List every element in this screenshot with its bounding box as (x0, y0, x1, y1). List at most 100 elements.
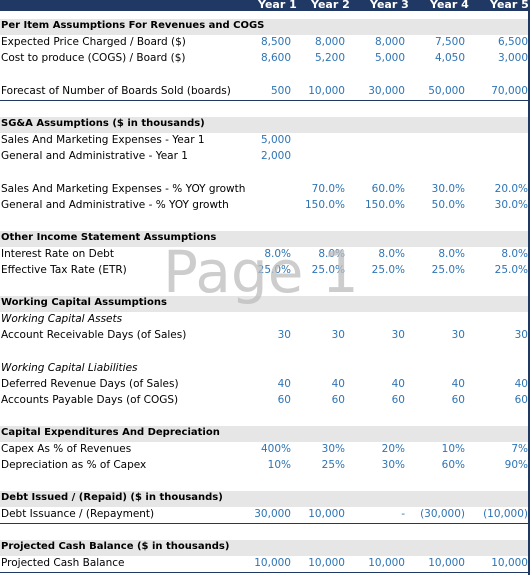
row-label[interactable]: Debt Issued / (Repaid) ($ in thousands) (1, 492, 223, 503)
row-label[interactable]: Cost to produce (COGS) / Board ($) (1, 52, 186, 64)
row-label[interactable]: Working Capital Assets (1, 313, 123, 325)
value-cell[interactable]: 8,500 (260, 36, 291, 48)
value-cell[interactable]: 20.0% (494, 183, 528, 195)
row-label[interactable]: Effective Tax Rate (ETR) (1, 264, 127, 276)
value-cell[interactable]: 25.0% (494, 264, 528, 276)
value-cell[interactable]: 30.0% (494, 199, 528, 211)
year-header: Year 3 (370, 0, 409, 11)
value-cell[interactable]: (10,000) (483, 508, 528, 520)
value-cell[interactable]: (30,000) (420, 508, 465, 520)
value-cell[interactable]: 500 (270, 85, 291, 97)
value-cell[interactable]: 400% (260, 443, 291, 455)
value-cell[interactable]: 90% (504, 459, 528, 471)
value-cell[interactable]: 30 (331, 329, 345, 341)
value-cell[interactable]: 60 (514, 394, 528, 406)
value-cell[interactable]: 30 (277, 329, 291, 341)
value-cell[interactable]: 8,000 (374, 36, 405, 48)
value-cell[interactable]: 5,000 (260, 134, 291, 146)
value-cell[interactable]: 30.0% (431, 183, 465, 195)
value-cell[interactable]: 60 (277, 394, 291, 406)
value-cell[interactable]: 40 (331, 378, 345, 390)
value-cell[interactable]: 7,500 (434, 36, 465, 48)
value-cell[interactable]: 40 (514, 378, 528, 390)
value-cell[interactable]: 3,000 (497, 52, 528, 64)
row-label[interactable]: Capital Expenditures And Depreciation (1, 427, 220, 438)
row-label[interactable]: Debt Issuance / (Repayment) (1, 508, 155, 520)
row-label[interactable]: Expected Price Charged / Board ($) (1, 36, 186, 48)
value-cell[interactable]: 8.0% (318, 248, 345, 260)
value-cell[interactable]: 30 (391, 329, 405, 341)
value-cell[interactable]: - (401, 508, 405, 520)
row-label[interactable]: Forecast of Number of Boards Sold (board… (1, 85, 231, 97)
value-cell[interactable]: 8.0% (264, 248, 291, 260)
row-label[interactable]: Working Capital Assumptions (1, 297, 167, 308)
value-cell[interactable]: 30 (451, 329, 465, 341)
value-cell[interactable]: 10,000 (308, 557, 345, 569)
row-label[interactable]: General and Administrative - % YOY growt… (1, 199, 229, 211)
value-cell[interactable]: 10,000 (368, 557, 405, 569)
value-cell[interactable]: 20% (381, 443, 405, 455)
row-label[interactable]: Account Receivable Days (of Sales) (1, 329, 187, 341)
row-label[interactable]: Depreciation as % of Capex (1, 459, 147, 471)
value-cell[interactable]: 150.0% (304, 199, 345, 211)
value-cell[interactable]: 40 (391, 378, 405, 390)
value-cell[interactable]: 60% (441, 459, 465, 471)
row-label[interactable]: SG&A Assumptions ($ in thousands) (1, 118, 205, 129)
value-cell[interactable]: 8,600 (260, 52, 291, 64)
value-cell[interactable]: 50.0% (431, 199, 465, 211)
value-cell[interactable]: 60 (391, 394, 405, 406)
value-cell[interactable]: 2,000 (260, 150, 291, 162)
value-cell[interactable]: 25.0% (257, 264, 291, 276)
value-cell[interactable]: 10,000 (308, 85, 345, 97)
value-cell[interactable]: 25.0% (371, 264, 405, 276)
row-label[interactable]: General and Administrative - Year 1 (1, 150, 188, 162)
data-row: Forecast of Number of Boards Sold (board… (0, 84, 530, 101)
data-row: Working Capital Assets (0, 312, 530, 328)
value-cell[interactable]: 30,000 (254, 508, 291, 520)
data-row: Projected Cash Balance 10,000 10,000 10,000… (0, 556, 530, 573)
value-cell[interactable]: 70,000 (491, 85, 528, 97)
row-label[interactable]: Interest Rate on Debt (1, 248, 114, 260)
value-cell[interactable]: 8.0% (501, 248, 528, 260)
value-cell[interactable]: 50,000 (428, 85, 465, 97)
value-cell[interactable]: 7% (511, 443, 528, 455)
row-label[interactable]: Per Item Assumptions For Revenues and CO… (1, 20, 265, 31)
row-label[interactable]: Projected Cash Balance ($ in thousands) (1, 541, 230, 552)
row-label[interactable]: Projected Cash Balance (1, 557, 125, 569)
value-cell[interactable]: 10% (267, 459, 291, 471)
value-cell[interactable]: 8.0% (378, 248, 405, 260)
value-cell[interactable]: 30,000 (368, 85, 405, 97)
value-cell[interactable]: 30% (381, 459, 405, 471)
value-cell[interactable]: 25.0% (431, 264, 465, 276)
value-cell[interactable]: 70.0% (311, 183, 345, 195)
value-cell[interactable]: 10% (441, 443, 465, 455)
data-row: Debt Issuance / (Repayment) 30,000 10,000 -… (0, 507, 530, 524)
value-cell[interactable]: 10,000 (491, 557, 528, 569)
value-cell[interactable]: 60 (331, 394, 345, 406)
value-cell[interactable]: 8.0% (438, 248, 465, 260)
value-cell[interactable]: 6,500 (497, 36, 528, 48)
value-cell[interactable]: 25% (321, 459, 345, 471)
value-cell[interactable]: 10,000 (254, 557, 291, 569)
value-cell[interactable]: 30 (514, 329, 528, 341)
value-cell[interactable]: 10,000 (428, 557, 465, 569)
value-cell[interactable]: 40 (451, 378, 465, 390)
row-label[interactable]: Accounts Payable Days (of COGS) (1, 394, 179, 406)
value-cell[interactable]: 150.0% (364, 199, 405, 211)
value-cell[interactable]: 40 (277, 378, 291, 390)
row-label[interactable]: Capex As % of Revenues (1, 443, 132, 455)
value-cell[interactable]: 25.0% (311, 264, 345, 276)
value-cell[interactable]: 60 (451, 394, 465, 406)
value-cell[interactable]: 60.0% (371, 183, 405, 195)
value-cell[interactable]: 30% (321, 443, 345, 455)
value-cell[interactable]: 4,050 (434, 52, 465, 64)
row-label[interactable]: Sales And Marketing Expenses - Year 1 (1, 134, 205, 146)
value-cell[interactable]: 5,000 (374, 52, 405, 64)
row-label[interactable]: Working Capital Liabilities (1, 362, 138, 374)
row-label[interactable]: Deferred Revenue Days (of Sales) (1, 378, 179, 390)
value-cell[interactable]: 8,000 (314, 36, 345, 48)
value-cell[interactable]: 5,200 (314, 52, 345, 64)
row-label[interactable]: Sales And Marketing Expenses - % YOY gro… (1, 183, 246, 195)
row-label[interactable]: Other Income Statement Assumptions (1, 232, 217, 243)
value-cell[interactable]: 10,000 (308, 508, 345, 520)
